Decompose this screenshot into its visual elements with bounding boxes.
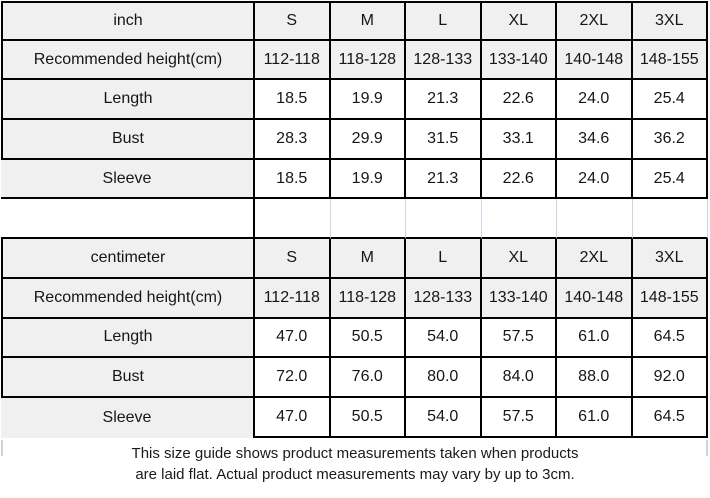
table-cell: 50.5 <box>330 397 406 438</box>
table-row: Sleeve 18.5 19.9 21.3 22.6 24.0 25.4 <box>1 159 708 200</box>
table-cell <box>557 199 633 240</box>
table-row: Sleeve 47.0 50.5 54.0 57.5 61.0 64.5 <box>1 397 708 438</box>
table-cell: 54.0 <box>406 397 482 438</box>
table-cell: 2XL <box>557 239 633 279</box>
table-cell: 47.0 <box>255 397 331 438</box>
table-cell: 24.0 <box>557 159 633 200</box>
gridline-stub-left <box>1 440 3 456</box>
table-cell: 18.5 <box>255 80 331 121</box>
table-cell: 19.9 <box>330 80 406 121</box>
table-cell: M <box>330 1 406 41</box>
row-label: Sleeve <box>1 159 255 200</box>
table-cell: 19.9 <box>330 159 406 200</box>
table-cell: 64.5 <box>632 318 708 359</box>
table-cell: 140-148 <box>557 40 633 81</box>
table-row: Recommended height(cm) 112-118 118-128 128-… <box>1 278 708 319</box>
row-label: Bust <box>1 120 255 160</box>
table-cell: 2XL <box>557 1 633 41</box>
table-cell: 80.0 <box>406 358 482 398</box>
table-cell: 47.0 <box>255 318 331 359</box>
table-row: Bust 72.0 76.0 80.0 84.0 88.0 92.0 <box>1 358 708 398</box>
row-label: centimeter <box>1 239 255 279</box>
table-cell: 112-118 <box>255 278 331 319</box>
size-note-line2: are laid flat. Actual product measuremen… <box>135 465 575 483</box>
table-row: inch S M L XL 2XL 3XL <box>1 1 708 41</box>
table-cell: 33.1 <box>481 120 557 160</box>
table-cell: 133-140 <box>481 40 557 81</box>
table-cell: 22.6 <box>481 80 557 121</box>
table-cell: 50.5 <box>330 318 406 359</box>
table-cell: 76.0 <box>330 358 406 398</box>
table-cell: 28.3 <box>255 120 331 160</box>
table-cell <box>481 199 557 240</box>
row-label: Length <box>1 318 255 359</box>
table-cell: 118-128 <box>330 278 406 319</box>
table-cell: XL <box>481 1 557 41</box>
row-label: Recommended height(cm) <box>1 40 255 81</box>
table-cell: 72.0 <box>255 358 331 398</box>
table-cell: 118-128 <box>330 40 406 81</box>
table-row: Length 47.0 50.5 54.0 57.5 61.0 64.5 <box>1 318 708 359</box>
table-cell: 64.5 <box>632 397 708 438</box>
table-cell: 18.5 <box>255 159 331 200</box>
table-cell: 148-155 <box>632 278 708 319</box>
table-cell: 3XL <box>632 1 708 41</box>
table-cell: 57.5 <box>481 318 557 359</box>
table-cell: 36.2 <box>632 120 708 160</box>
table-cell: 61.0 <box>557 397 633 438</box>
row-label: Recommended height(cm) <box>1 278 255 319</box>
row-label: Length <box>1 80 255 121</box>
table-cell: M <box>330 239 406 279</box>
table-cell: 3XL <box>632 239 708 279</box>
row-label <box>1 199 255 240</box>
row-label: inch <box>1 1 255 41</box>
table-cell: 128-133 <box>406 40 482 81</box>
table-cell: S <box>255 239 331 279</box>
table-cell: 22.6 <box>481 159 557 200</box>
table-cell: 25.4 <box>632 159 708 200</box>
table-cell: 140-148 <box>557 278 633 319</box>
table-cell: 21.3 <box>406 159 482 200</box>
table-cell: 128-133 <box>406 278 482 319</box>
table-cell: 29.9 <box>330 120 406 160</box>
size-note: This size guide shows product measuremen… <box>0 444 710 485</box>
table-cell: XL <box>481 239 557 279</box>
table-cell: 84.0 <box>481 358 557 398</box>
table-cell: 31.5 <box>406 120 482 160</box>
table-cell: 54.0 <box>406 318 482 359</box>
size-note-line1: This size guide shows product measuremen… <box>131 445 579 462</box>
table-cell: 88.0 <box>557 358 633 398</box>
table-cell: 21.3 <box>406 80 482 121</box>
row-label: Sleeve <box>1 397 255 438</box>
table-cell <box>406 199 482 240</box>
table-cell: S <box>255 1 331 41</box>
table-cell <box>632 199 708 240</box>
table-cell <box>255 199 331 240</box>
table-row: centimeter S M L XL 2XL 3XL <box>1 239 708 279</box>
table-cell: L <box>406 239 482 279</box>
table-row: Recommended height(cm) 112-118 118-128 128-… <box>1 40 708 81</box>
table-cell: 133-140 <box>481 278 557 319</box>
gridline-stub-right <box>706 440 708 456</box>
table-cell: L <box>406 1 482 41</box>
table-row: Length 18.5 19.9 21.3 22.6 24.0 25.4 <box>1 80 708 121</box>
table-cell: 112-118 <box>255 40 331 81</box>
table-cell: 34.6 <box>557 120 633 160</box>
table-cell: 148-155 <box>632 40 708 81</box>
row-label: Bust <box>1 358 255 398</box>
table-cell <box>330 199 406 240</box>
table-cell: 24.0 <box>557 80 633 121</box>
table-cell: 92.0 <box>632 358 708 398</box>
table-cell: 61.0 <box>557 318 633 359</box>
table-cell: 57.5 <box>481 397 557 438</box>
table-row: Bust 28.3 29.9 31.5 33.1 34.6 36.2 <box>1 120 708 160</box>
table-cell: 25.4 <box>632 80 708 121</box>
size-table: inch S M L XL 2XL 3XL Recommended height(cm) 112… <box>1 1 708 438</box>
table-row <box>1 199 708 240</box>
